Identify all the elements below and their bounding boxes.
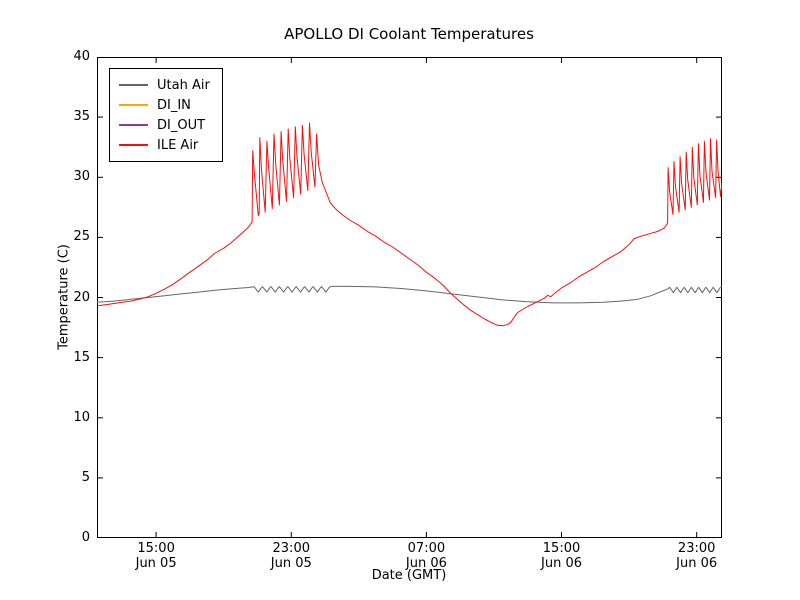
x-tick-label: 23:00 Jun 05: [271, 541, 312, 571]
x-tick-label: 07:00 Jun 06: [406, 541, 447, 571]
y-tick-label: 5: [81, 469, 90, 485]
y-tick-label: 25: [73, 229, 90, 245]
y-tick-label: 10: [73, 409, 90, 425]
legend-label: DI_OUT: [157, 117, 206, 133]
y-tick-label: 15: [73, 349, 90, 365]
y-tick-label: 35: [73, 109, 90, 125]
x-tick-label: 15:00 Jun 06: [541, 541, 582, 571]
x-axis-label: Date (GMT): [371, 568, 447, 583]
legend-line-swatch: [119, 84, 148, 86]
x-tick-date: Jun 06: [405, 556, 447, 571]
x-tick-time: 15:00: [542, 541, 581, 556]
plot-area: [97, 57, 722, 538]
series-line-utah-air: [97, 285, 722, 304]
legend-line-swatch: [119, 124, 148, 126]
x-tick-time: 23:00: [677, 541, 716, 556]
legend-line-swatch: [119, 104, 148, 106]
x-tick-label: 15:00 Jun 05: [136, 541, 177, 571]
series-line-ile-air: [97, 122, 722, 327]
legend-label: DI_IN: [157, 97, 191, 113]
chart-title: APOLLO DI Coolant Temperatures: [284, 25, 534, 43]
legend-label: ILE Air: [157, 137, 199, 153]
legend-line-swatch: [119, 144, 148, 146]
x-tick-date: Jun 06: [541, 556, 583, 571]
legend-item-di-out: DI_OUT: [119, 115, 210, 135]
y-tick-label: 40: [73, 49, 90, 64]
legend-item-di-in: DI_IN: [119, 95, 210, 115]
legend-label: Utah Air: [157, 77, 210, 93]
y-tick-label: 30: [73, 169, 90, 185]
x-tick-time: 15:00: [137, 541, 175, 556]
legend-item-utah-air: Utah Air: [119, 75, 210, 95]
y-tick-label: 20: [73, 289, 90, 305]
x-tick-time: 23:00: [272, 541, 310, 556]
legend-item-ile-air: ILE Air: [119, 135, 210, 155]
y-tick-label: 0: [81, 530, 90, 545]
x-tick-time: 07:00: [407, 541, 446, 556]
legend: Utah Air DI_IN DI_OUT ILE Air: [109, 68, 223, 162]
x-tick-label: 23:00 Jun 06: [676, 541, 717, 571]
axes-frame: [97, 57, 722, 538]
x-tick-date: Jun 05: [135, 556, 177, 571]
x-tick-date: Jun 06: [676, 556, 718, 571]
x-tick-date: Jun 05: [270, 556, 312, 571]
